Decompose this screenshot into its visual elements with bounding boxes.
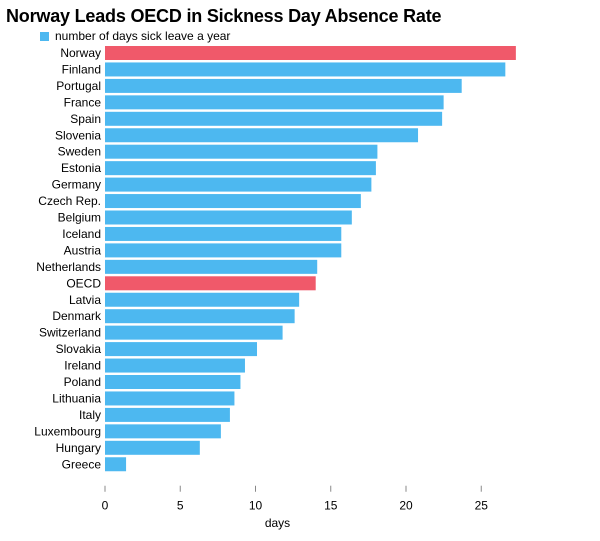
bar: [105, 177, 372, 192]
x-tick-label: 5: [177, 499, 184, 513]
bar: [105, 309, 295, 324]
bar: [105, 424, 221, 439]
category-label: Spain: [70, 112, 101, 126]
category-label: Hungary: [56, 441, 101, 455]
category-label: Switzerland: [39, 326, 101, 340]
category-label: Estonia: [61, 161, 101, 175]
x-axis-label: days: [264, 516, 291, 530]
category-label: Austria: [64, 243, 102, 257]
bar: [105, 342, 258, 357]
category-label: Ireland: [64, 359, 101, 373]
category-label: Norway: [60, 46, 101, 60]
category-label: Sweden: [58, 145, 101, 159]
chart-title: Norway Leads OECD in Sickness Day Absenc…: [6, 6, 442, 26]
category-label: Finland: [62, 62, 101, 76]
bar: [105, 128, 419, 143]
x-tick-label: 20: [399, 499, 413, 513]
bar: [105, 78, 462, 93]
bar: [105, 407, 230, 422]
bar: [105, 95, 444, 110]
bar: [105, 144, 378, 159]
x-tick-label: 10: [249, 499, 263, 513]
category-label: Iceland: [62, 227, 101, 241]
bar: [105, 62, 506, 77]
category-label: Netherlands: [36, 260, 101, 274]
category-label: Slovakia: [56, 342, 102, 356]
bar: [105, 457, 127, 472]
category-label: Portugal: [56, 79, 101, 93]
category-label: Luxembourg: [34, 424, 101, 438]
category-label: Czech Rep.: [38, 194, 101, 208]
bar: [105, 358, 245, 373]
category-label: OECD: [66, 276, 101, 290]
legend-swatch: [40, 31, 49, 41]
bar: [105, 375, 241, 389]
category-label: Denmark: [52, 309, 102, 323]
category-label: Slovenia: [55, 128, 101, 142]
bar: [105, 276, 316, 291]
category-label: Poland: [64, 375, 101, 389]
x-tick-label: 15: [324, 499, 338, 513]
bar: [105, 292, 300, 307]
bar: [105, 210, 352, 225]
bar: [105, 243, 342, 258]
category-label: Germany: [52, 178, 101, 192]
bar: [105, 259, 318, 274]
legend-label: number of days sick leave a year: [55, 29, 231, 43]
category-label: Greece: [62, 457, 102, 471]
bar: [105, 161, 376, 176]
bar: [105, 391, 235, 406]
bar: [105, 111, 443, 126]
legend: number of days sick leave a year: [40, 29, 230, 43]
category-label: Italy: [79, 408, 101, 422]
bar: [105, 194, 361, 209]
x-tick-label: 25: [475, 499, 489, 513]
category-label: Latvia: [69, 293, 101, 307]
bar: [105, 440, 200, 455]
bar: [105, 226, 342, 241]
bar: [105, 325, 283, 340]
bar: [105, 46, 516, 60]
category-label: Lithuania: [52, 391, 101, 405]
category-label: Belgium: [58, 211, 101, 225]
category-label: France: [64, 95, 102, 109]
x-tick-label: 0: [102, 499, 109, 513]
